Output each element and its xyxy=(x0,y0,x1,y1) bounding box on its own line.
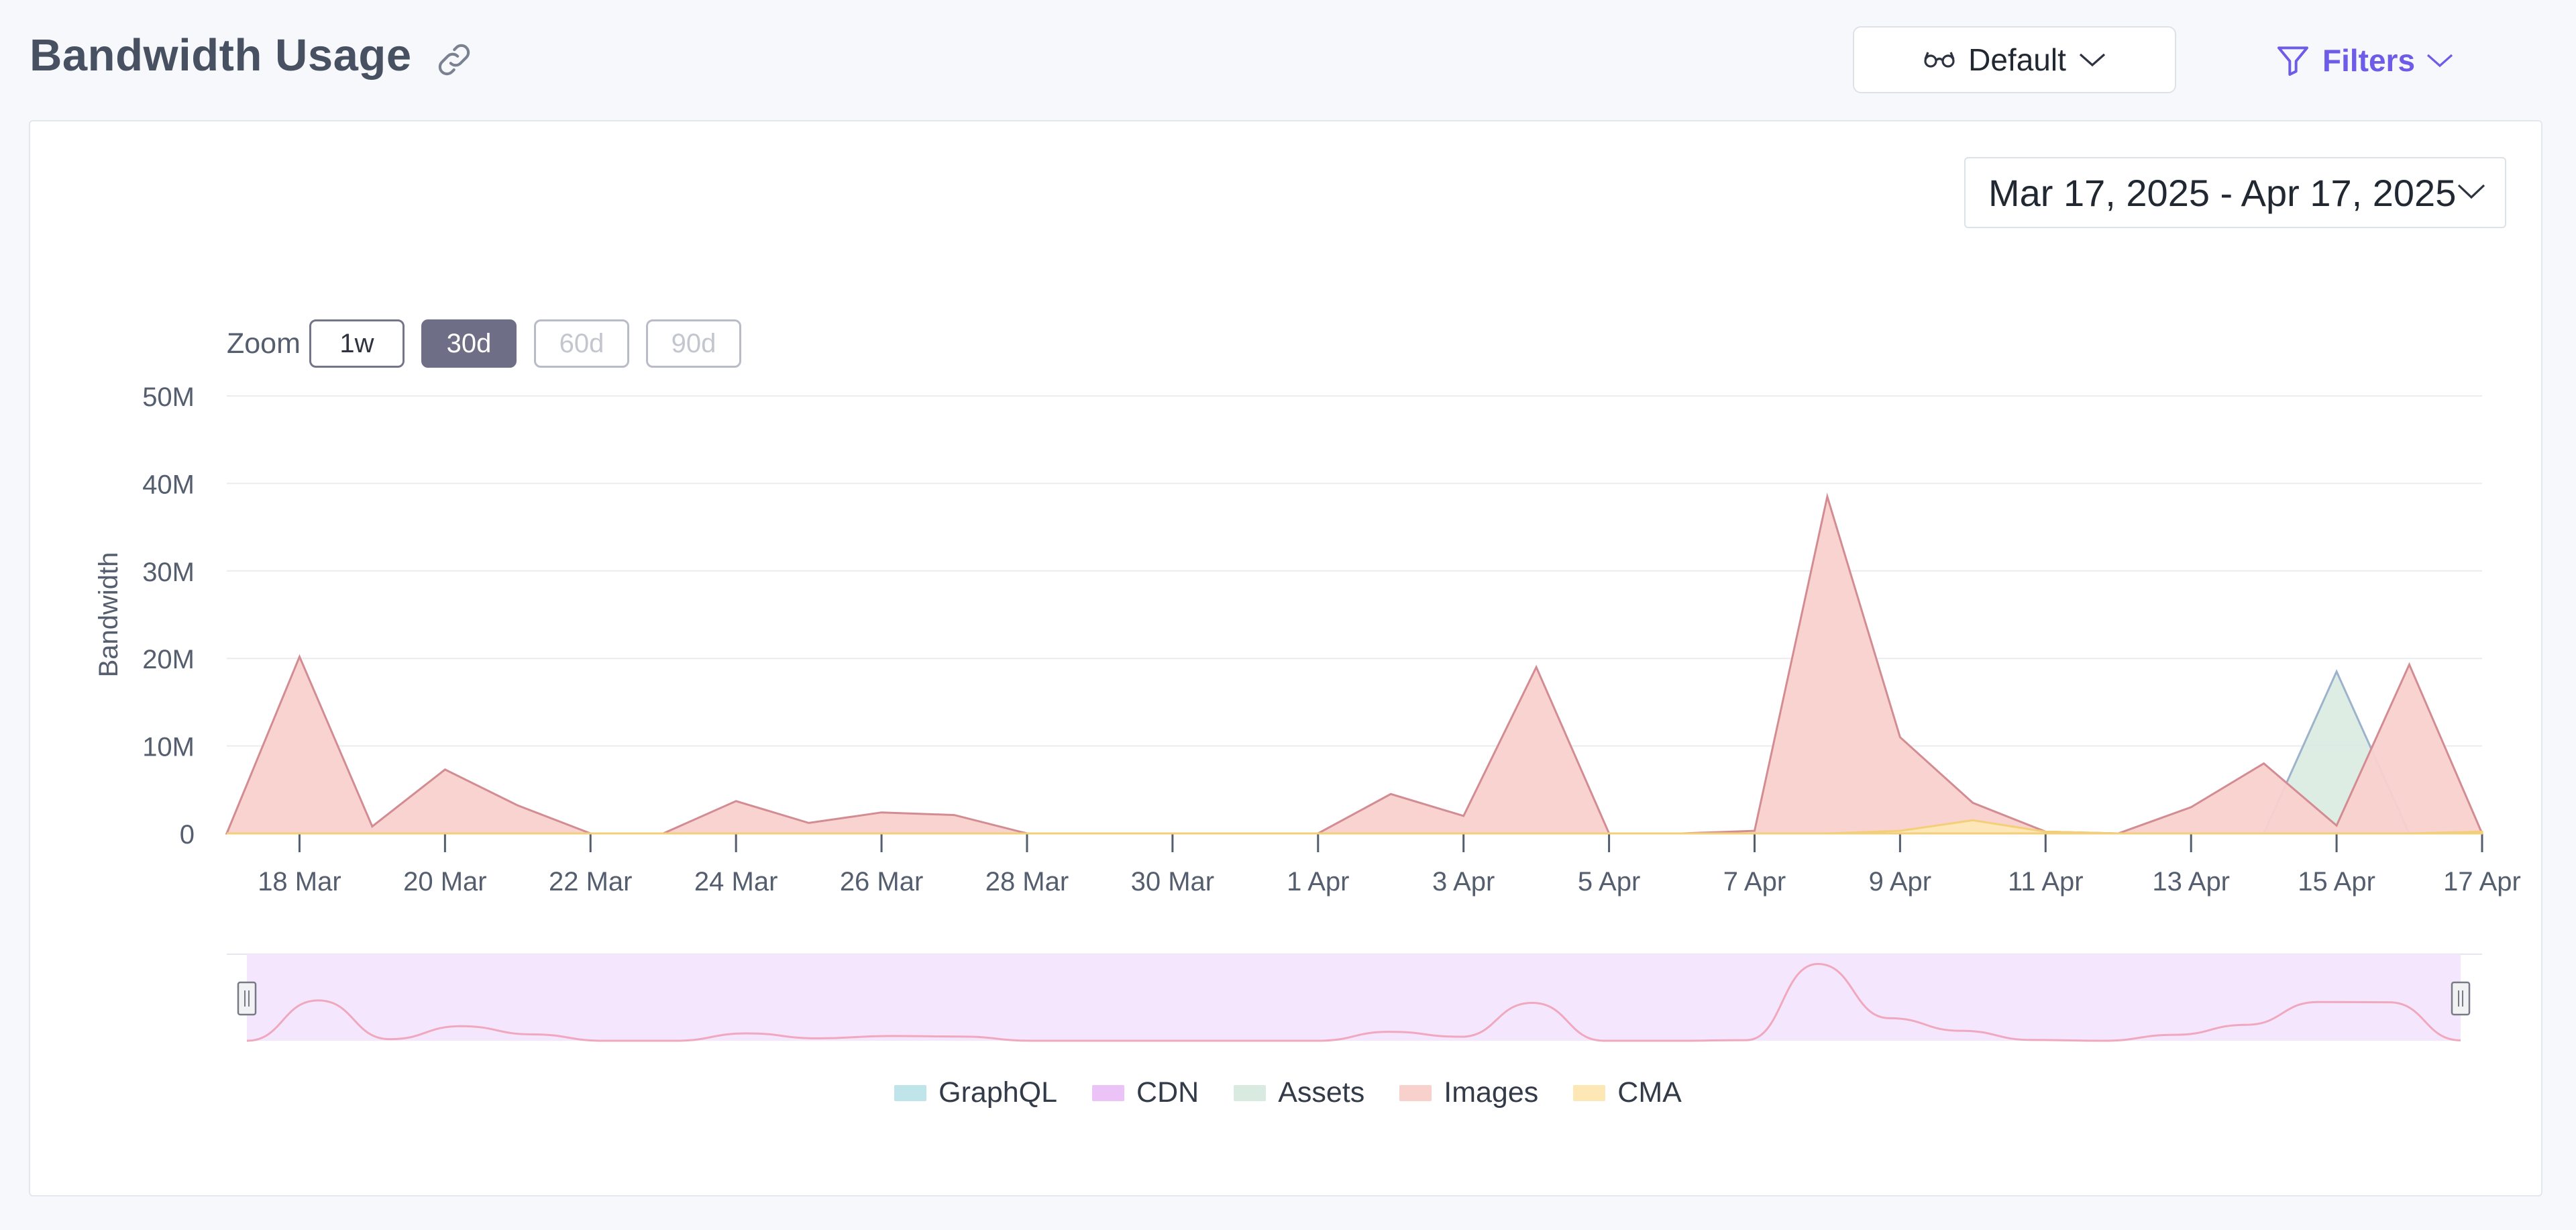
x-tick-label: 24 Mar xyxy=(694,867,778,896)
x-tick-label: 13 Apr xyxy=(2152,867,2230,896)
view-select-value: Default xyxy=(1968,42,2066,77)
x-tick-label: 17 Apr xyxy=(2443,867,2521,896)
chart-legend: GraphQL CDN Assets Images CMA xyxy=(0,1076,2576,1109)
navigator-line xyxy=(246,962,2461,1042)
legend-label: CDN xyxy=(1136,1076,1199,1109)
legend-label: Assets xyxy=(1278,1076,1365,1109)
zoom-label: Zoom xyxy=(227,327,301,360)
filter-icon xyxy=(2277,46,2308,76)
x-tick-label: 28 Mar xyxy=(985,867,1069,896)
y-tick-label: 30M xyxy=(142,558,195,587)
y-axis-title: Bandwidth xyxy=(94,552,123,678)
area-series-images xyxy=(225,493,2484,835)
chevron-down-icon xyxy=(2457,184,2485,199)
navigator-selection[interactable] xyxy=(247,954,2461,1041)
chevron-down-icon xyxy=(2079,53,2105,67)
glasses-icon xyxy=(1924,52,1955,68)
legend-swatch xyxy=(1399,1084,1432,1101)
legend-swatch xyxy=(1234,1084,1267,1101)
x-tick-label: 15 Apr xyxy=(2298,867,2375,896)
legend-swatch xyxy=(894,1084,927,1101)
legend-item-cma[interactable]: CMA xyxy=(1573,1076,1682,1109)
filters-button[interactable]: Filters xyxy=(2274,34,2454,87)
view-select-dropdown[interactable]: Default xyxy=(1853,26,2176,93)
legend-label: GraphQL xyxy=(938,1076,1058,1109)
area-series-assets xyxy=(227,669,2482,835)
legend-label: CMA xyxy=(1617,1076,1682,1109)
date-range-picker[interactable]: Mar 17, 2025 - Apr 17, 2025 xyxy=(1964,157,2506,228)
page-title: Bandwidth Usage xyxy=(30,30,412,81)
x-tick-label: 20 Mar xyxy=(403,867,487,896)
y-tick-label: 50M xyxy=(142,382,195,412)
zoom-30d-button[interactable]: 30d xyxy=(421,319,517,368)
legend-label: Images xyxy=(1444,1076,1539,1109)
filters-label: Filters xyxy=(2322,43,2416,78)
legend-item-images[interactable]: Images xyxy=(1399,1076,1538,1109)
x-tick-label: 11 Apr xyxy=(2008,867,2084,896)
x-tick-label: 30 Mar xyxy=(1131,867,1215,896)
y-tick-label: 40M xyxy=(142,470,195,499)
zoom-60d-button[interactable]: 60d xyxy=(534,319,629,368)
y-tick-label: 0 xyxy=(180,820,195,850)
area-series-cma xyxy=(227,819,2483,835)
zoom-1w-button[interactable]: 1w xyxy=(309,319,405,368)
chevron-down-icon xyxy=(2426,54,2453,68)
x-tick-label: 9 Apr xyxy=(1869,867,1931,896)
x-tick-label: 22 Mar xyxy=(549,867,633,896)
x-tick-label: 18 Mar xyxy=(258,867,341,896)
navigator-right-handle[interactable] xyxy=(2451,981,2471,1016)
x-tick-label: 5 Apr xyxy=(1578,867,1640,896)
link-icon[interactable] xyxy=(433,39,475,81)
date-range-value: Mar 17, 2025 - Apr 17, 2025 xyxy=(1988,171,2457,214)
x-tick-label: 3 Apr xyxy=(1432,867,1495,896)
legend-swatch xyxy=(1573,1084,1606,1101)
x-tick-label: 26 Mar xyxy=(840,867,924,896)
y-tick-label: 10M xyxy=(142,733,195,762)
y-tick-label: 20M xyxy=(142,645,195,674)
x-tick-label: 1 Apr xyxy=(1287,867,1349,896)
x-tick-label: 7 Apr xyxy=(1723,867,1786,896)
zoom-90d-button[interactable]: 90d xyxy=(646,319,741,368)
navigator-left-handle[interactable] xyxy=(237,981,257,1016)
legend-item-assets[interactable]: Assets xyxy=(1234,1076,1364,1109)
legend-item-cdn[interactable]: CDN xyxy=(1092,1076,1199,1109)
legend-swatch xyxy=(1092,1084,1125,1101)
legend-item-graphql[interactable]: GraphQL xyxy=(894,1076,1057,1109)
